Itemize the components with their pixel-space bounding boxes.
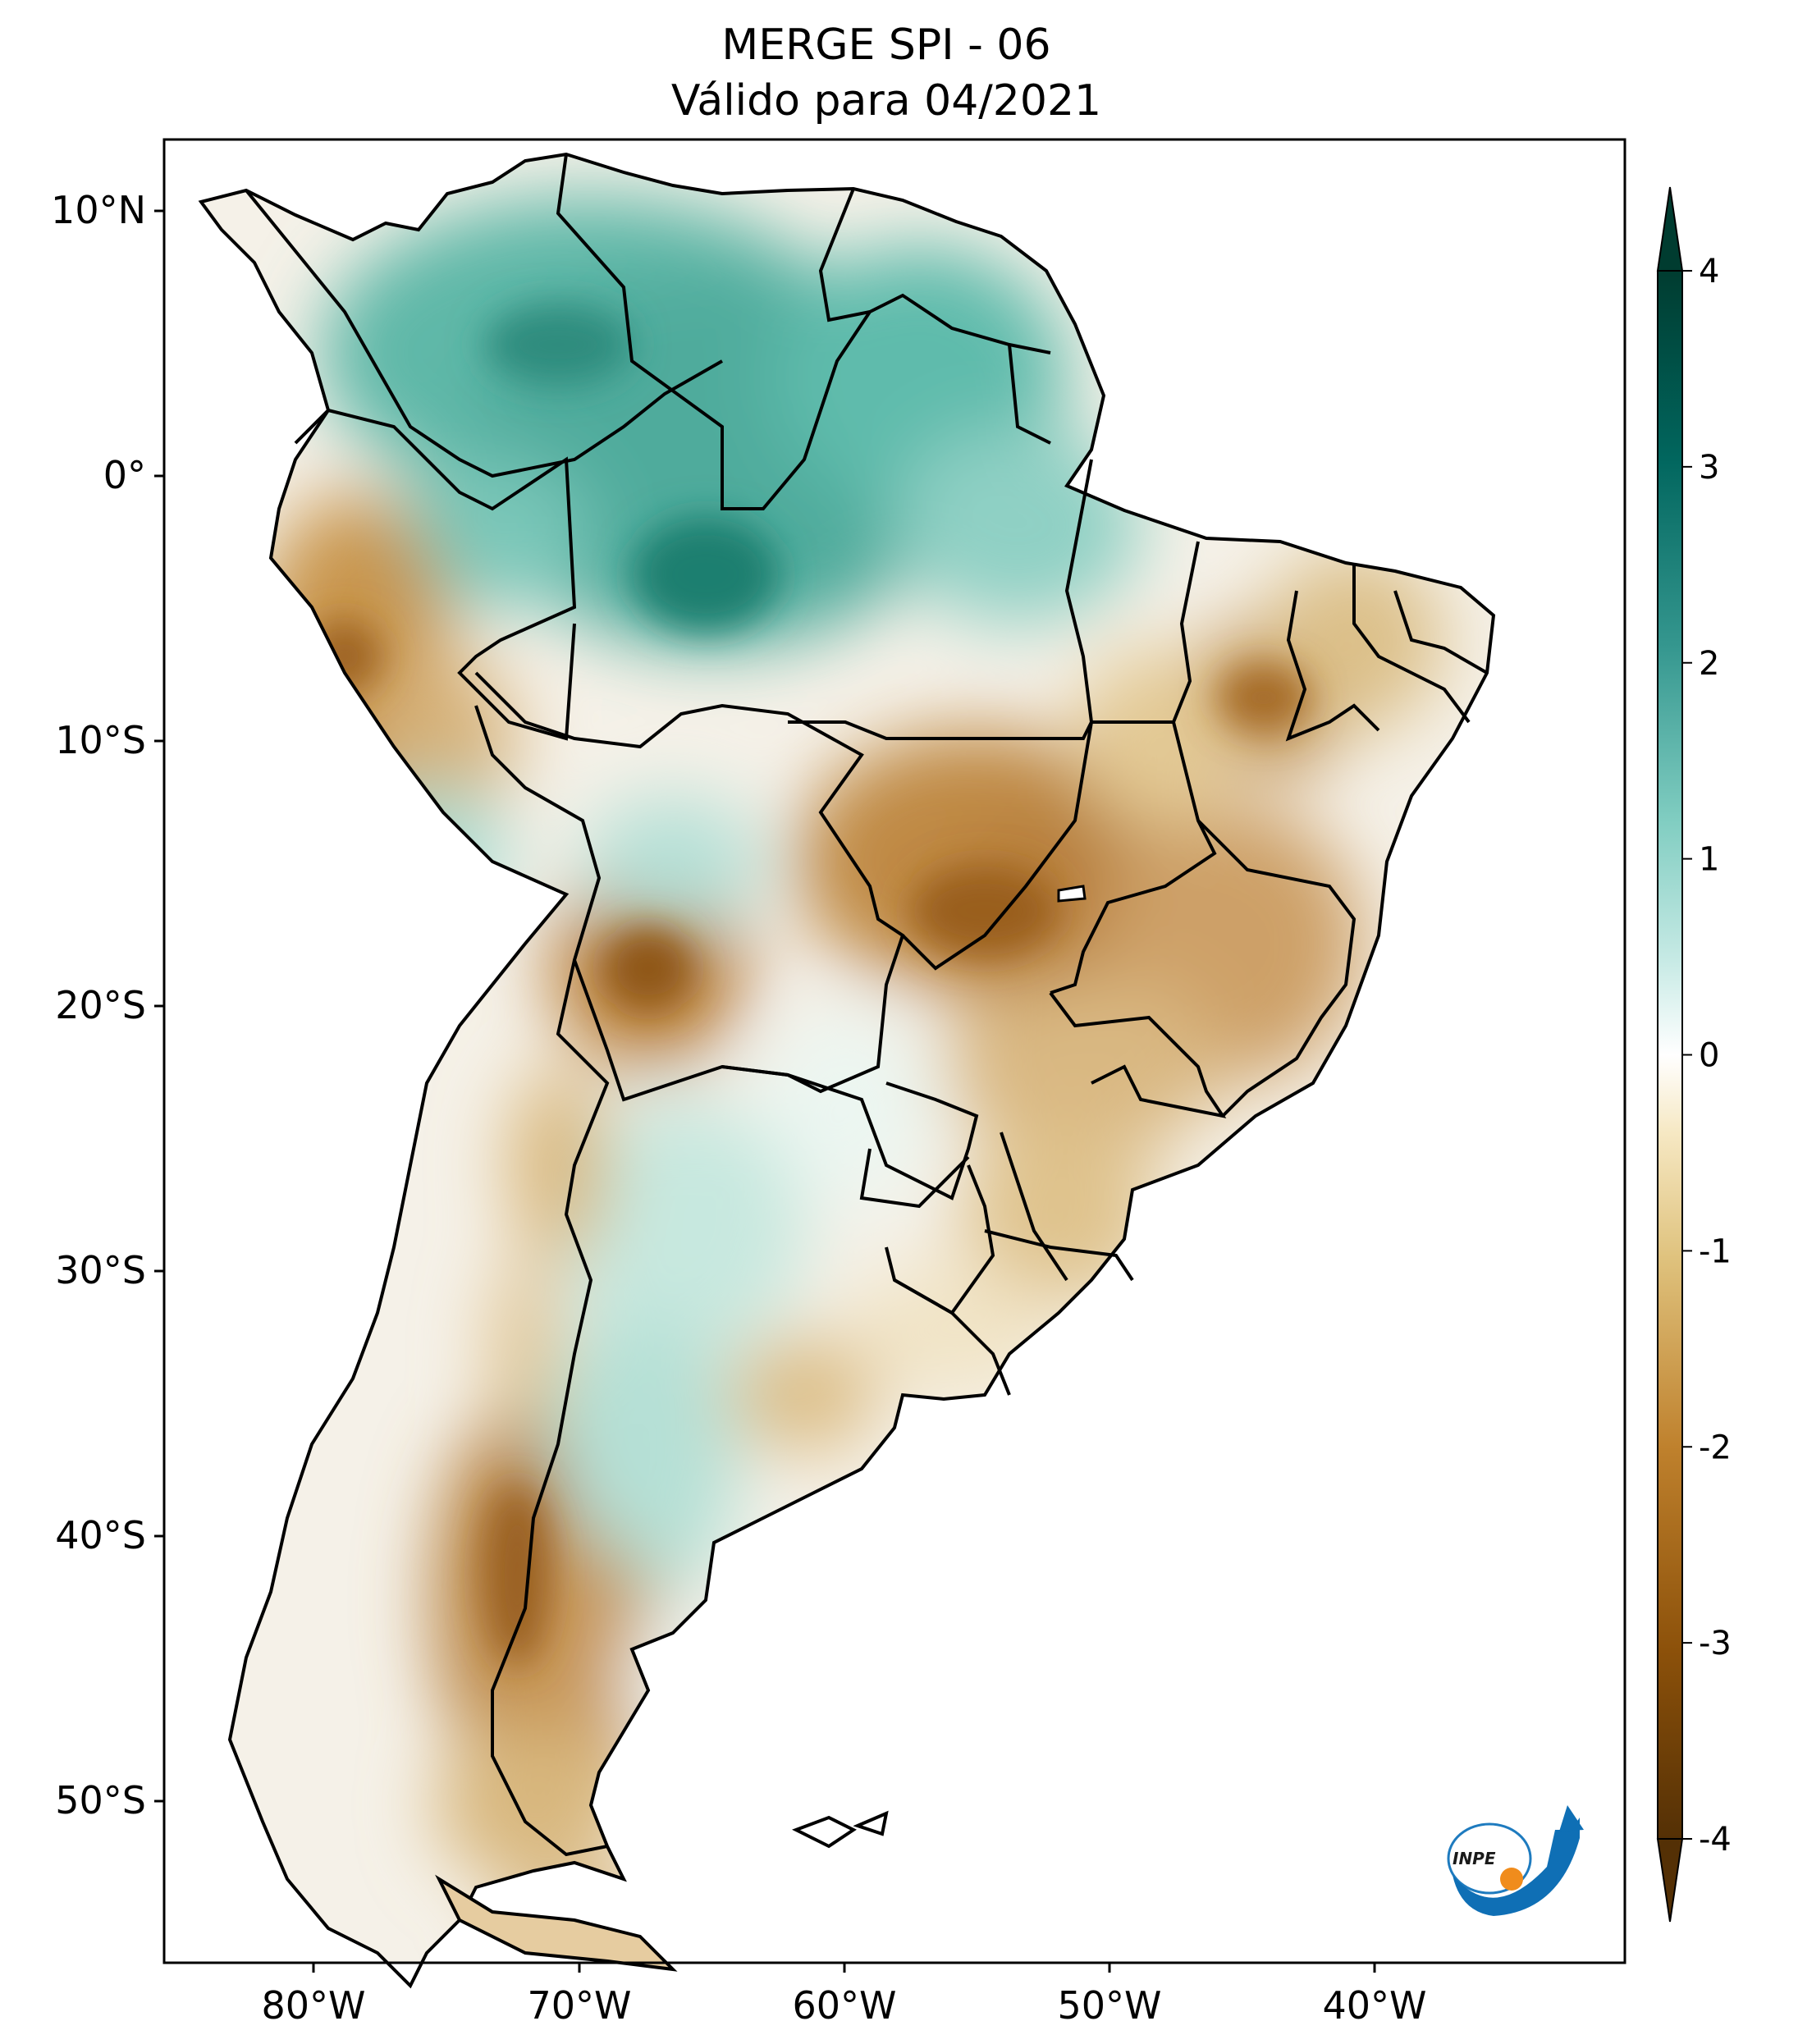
x-tick-label: 70°W <box>527 1983 631 2028</box>
colorbar-extend-max <box>1656 186 1684 272</box>
colorbar-tick-label: -4 <box>1699 1821 1732 1859</box>
x-tick-label: 40°W <box>1322 1983 1426 2028</box>
logo-text: INPE <box>1453 1849 1496 1868</box>
falkland-islands <box>792 1810 889 1849</box>
logo-orbit-icon <box>1447 1822 1532 1895</box>
y-tick-label: 10°S <box>55 718 146 762</box>
logo-swoosh-icon <box>1453 1818 1580 1916</box>
inpe-logo: INPE <box>1447 1805 1584 1916</box>
map-frame <box>162 138 1626 1964</box>
logo-sun-icon <box>1500 1868 1523 1891</box>
y-tick-label: 30°S <box>55 1248 146 1292</box>
x-tick-label: 50°W <box>1057 1983 1161 2028</box>
map-title: MERGE SPI - 06 <box>721 21 1050 70</box>
x-tick-label: 80°W <box>261 1983 365 2028</box>
y-axis: 10°N 0° 10°S 20°S 30°S 40°S 50°S <box>51 188 164 1822</box>
y-tick-label: 40°S <box>55 1513 146 1557</box>
logo-arrow-icon <box>1559 1805 1584 1831</box>
x-axis: 80°W 70°W 60°W 50°W 40°W <box>261 1963 1427 2028</box>
colorbar-tick-label: 4 <box>1699 253 1719 290</box>
colorbar-tick-label: 3 <box>1699 449 1719 487</box>
colorbar-gradient <box>1657 270 1683 1840</box>
spi-field <box>254 197 1444 1986</box>
country-borders <box>245 153 1488 1857</box>
colorbar-tick-label: -2 <box>1699 1429 1732 1466</box>
y-tick-label: 20°S <box>55 983 146 1027</box>
colorbar-tick-label: 1 <box>1699 841 1719 879</box>
colorbar-tick-label: 0 <box>1699 1037 1719 1075</box>
x-tick-label: 60°W <box>792 1983 896 2028</box>
colorbar-extend-min <box>1656 1838 1684 1923</box>
colorbar: 4 3 2 1 0 -1 -2 -3 -4 <box>1656 186 1732 1923</box>
y-tick-label: 10°N <box>51 188 146 232</box>
colorbar-tick-label: -3 <box>1699 1625 1732 1662</box>
y-tick-label: 0° <box>103 453 146 497</box>
y-tick-label: 50°S <box>55 1778 146 1822</box>
colorbar-tick-label: -1 <box>1699 1232 1732 1270</box>
map-subtitle: Válido para 04/2021 <box>671 76 1101 126</box>
colorbar-tick-label: 2 <box>1699 645 1719 683</box>
lake-marker <box>1057 885 1087 903</box>
colorbar-ticks: 4 3 2 1 0 -1 -2 -3 -4 <box>1682 253 1732 1859</box>
tierra-del-fuego <box>435 1874 678 1972</box>
spi-extremes <box>308 304 1309 1666</box>
